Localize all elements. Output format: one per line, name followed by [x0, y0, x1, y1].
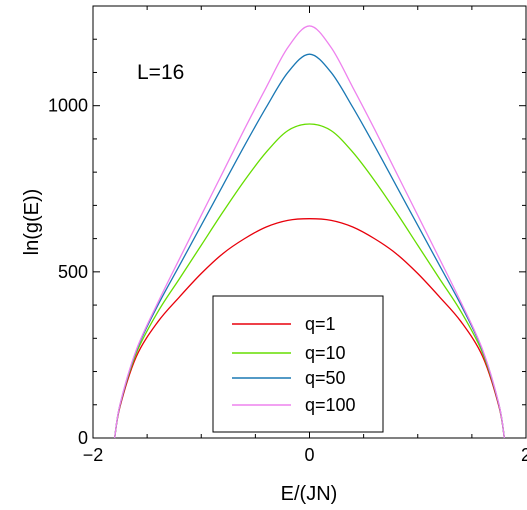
legend-box: [212, 295, 384, 433]
y-tick-label: 1000: [48, 96, 88, 116]
legend-label: q=100: [305, 395, 356, 415]
system-size-annotation: L=16: [137, 61, 184, 84]
y-tick-label: 500: [58, 262, 88, 282]
legend-label: q=10: [305, 343, 346, 363]
y-axis-title: ln(g(E)): [21, 189, 43, 256]
legend-label: q=50: [305, 368, 346, 388]
axis-ticks: [92, 5, 527, 439]
x-tick-label: 2: [521, 445, 527, 465]
x-axis-title: E/(JN): [281, 483, 338, 505]
series-line-q-10: [114, 123, 505, 439]
x-tick-label: 0: [304, 445, 314, 465]
series-line-q-1: [114, 218, 505, 439]
legend: q=1 q=10 q=50 q=100: [212, 295, 384, 433]
x-tick-label: −2: [83, 445, 104, 465]
series-line-q-50: [114, 53, 505, 439]
series-lines: [114, 25, 505, 439]
series-line-q-100: [114, 25, 505, 439]
legend-label: q=1: [305, 314, 336, 334]
y-tick-label: 0: [78, 428, 88, 448]
